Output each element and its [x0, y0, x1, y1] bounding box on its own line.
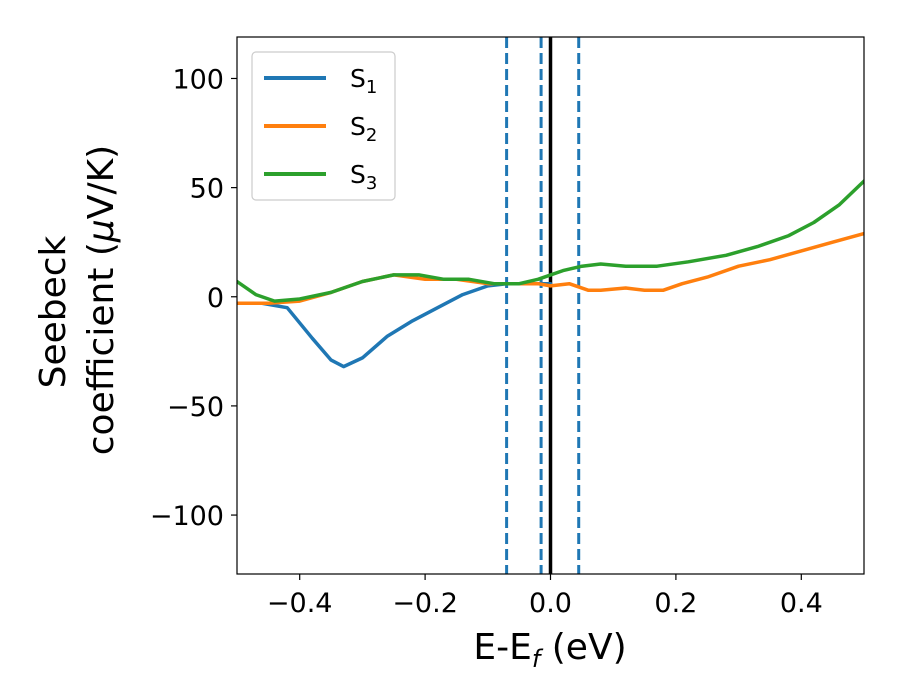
legend-label-s1: S1 [350, 64, 377, 98]
reference-lines [505, 37, 581, 574]
y-axis-label-line1: Seebeck [33, 235, 74, 388]
series-line-s3 [237, 179, 864, 303]
legend: S1 S2 S3 [251, 51, 396, 201]
y-tick-label: 100 [172, 64, 224, 95]
x-axis-ticks: −0.4 −0.2 0.0 0.2 0.4 [267, 574, 823, 619]
y-tick-label: −50 [167, 392, 224, 423]
x-tick-label: −0.4 [267, 588, 333, 619]
x-axis-label-unit: (eV) [540, 627, 626, 668]
y-axis-ticks: 100 50 0 −50 −100 [150, 64, 237, 532]
legend-label-s3: S3 [350, 160, 377, 194]
x-tick-label: 0.4 [780, 588, 823, 619]
x-tick-label: 0.2 [654, 588, 697, 619]
y-axis-label-prefix: coefficient ( [81, 242, 122, 455]
y-tick-label: 0 [207, 283, 224, 314]
x-tick-label: 0.0 [529, 588, 572, 619]
y-tick-label: −100 [150, 501, 224, 532]
y-axis-label-mu: μ [81, 219, 122, 243]
legend-entries: S1 S2 S3 [264, 64, 377, 194]
x-axis-label: E-Ef (eV) [473, 627, 626, 673]
series-lines [237, 179, 864, 369]
y-axis-label-line2: coefficient (μV/K) [81, 145, 122, 455]
legend-label-s2: S2 [350, 112, 377, 146]
y-axis-label-unit: V/K) [81, 145, 122, 219]
x-tick-label: −0.2 [392, 588, 458, 619]
x-axis-label-main: E-E [473, 627, 531, 668]
y-tick-label: 50 [190, 174, 224, 205]
